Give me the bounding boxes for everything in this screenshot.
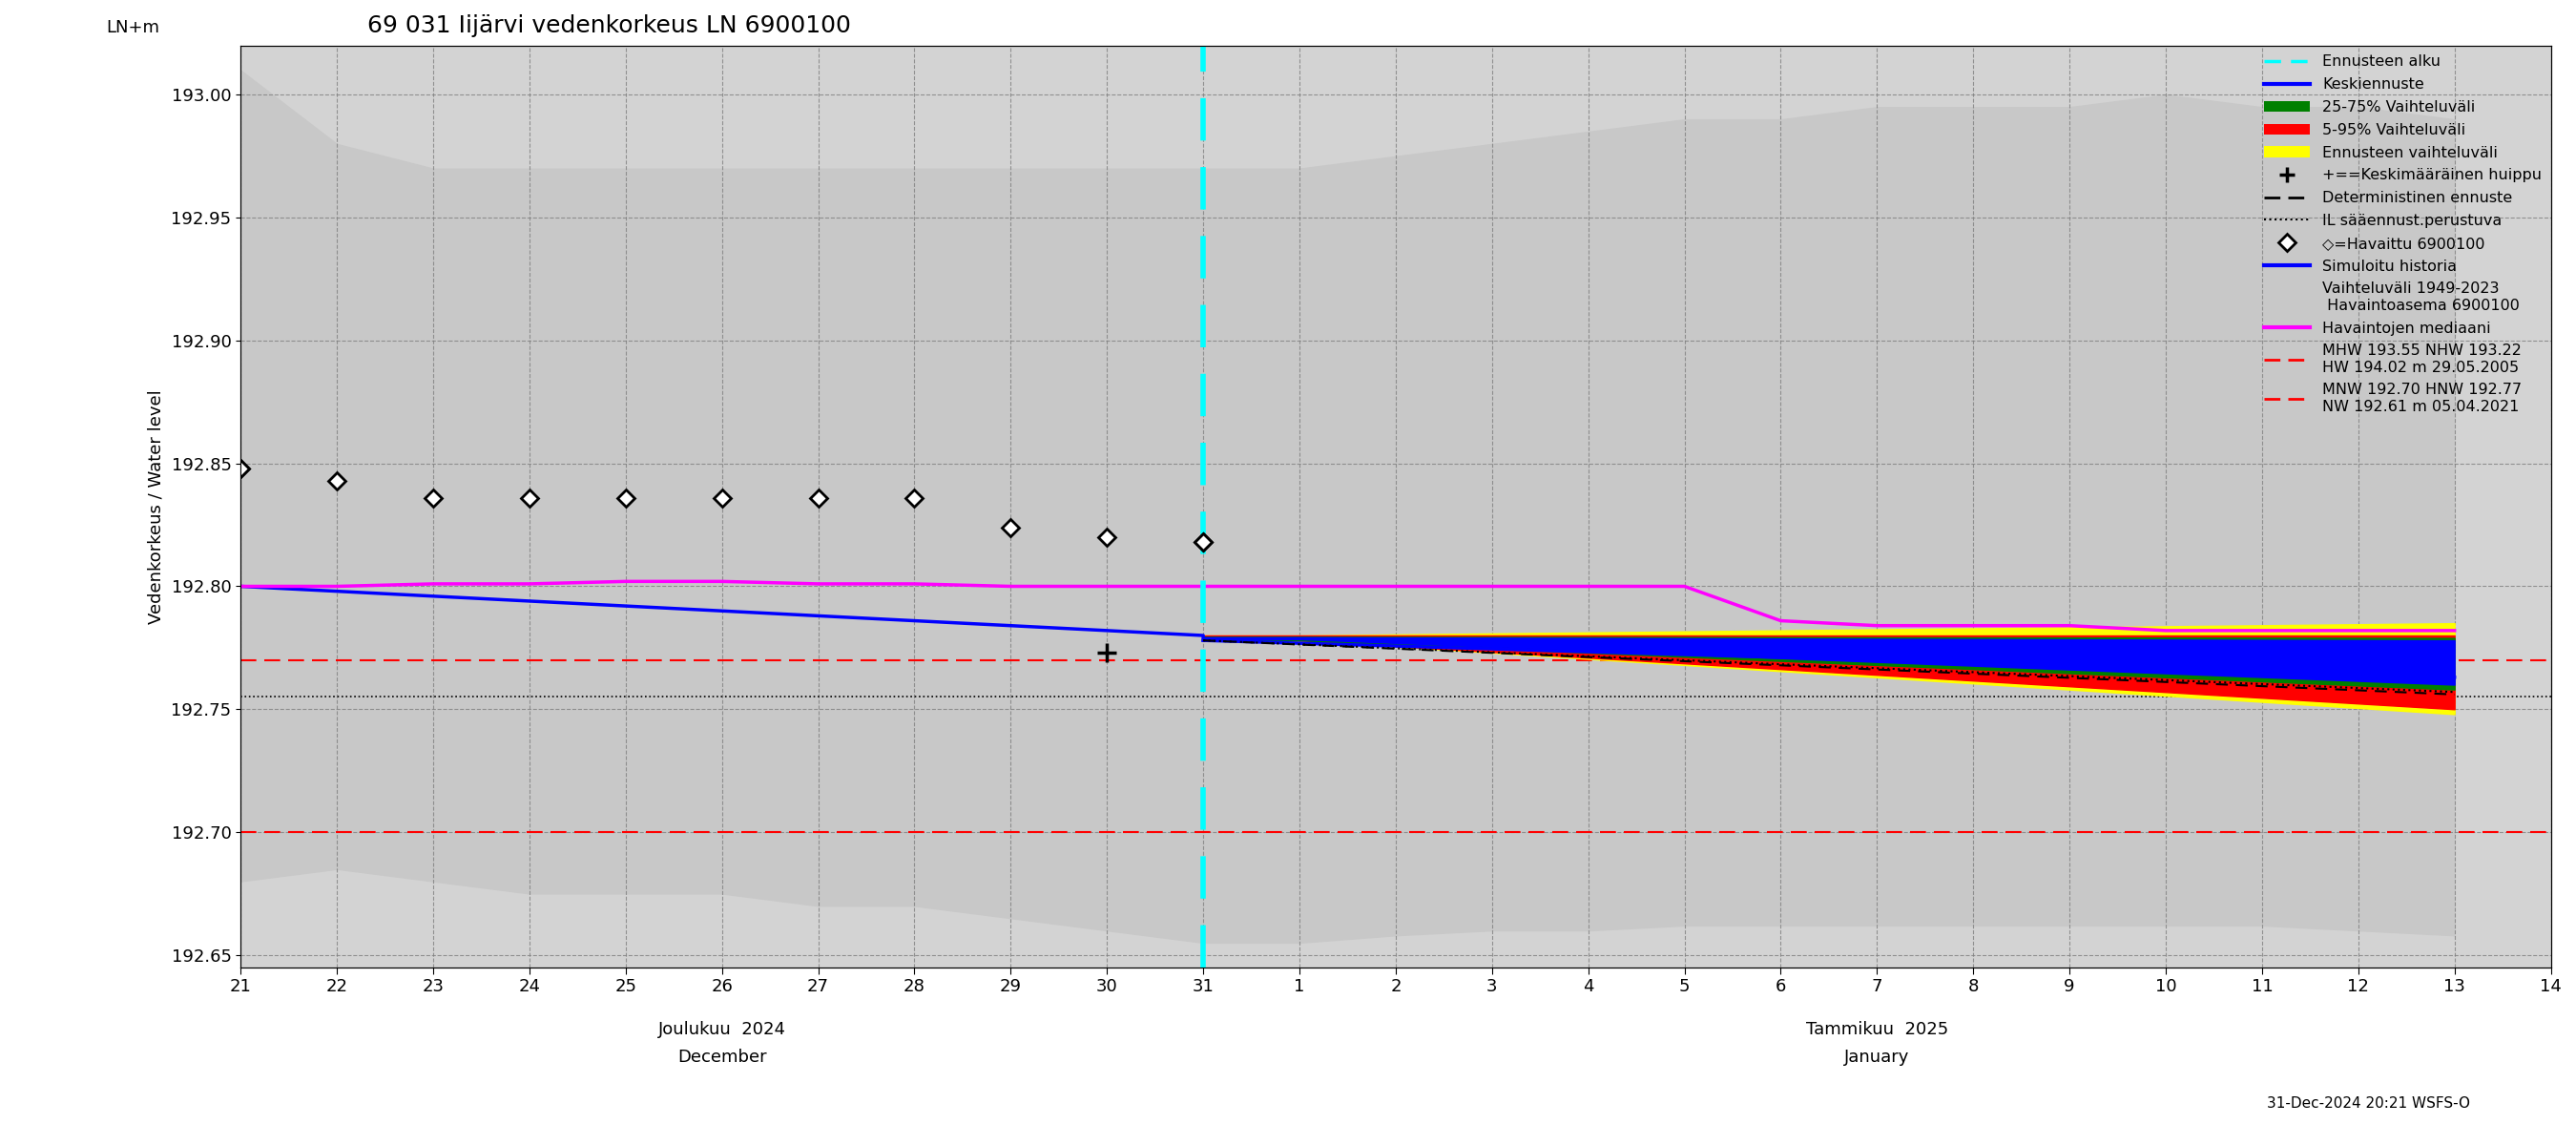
Text: Tammikuu  2025: Tammikuu 2025: [1806, 1021, 1947, 1039]
Legend: Ennusteen alku, Keskiennuste, 25-75% Vaihteluväli, 5-95% Vaihteluväli, Ennusteen: Ennusteen alku, Keskiennuste, 25-75% Vai…: [2259, 49, 2548, 420]
Text: January: January: [1844, 1049, 1909, 1066]
Text: 69 031 Iijärvi vedenkorkeus LN 6900100: 69 031 Iijärvi vedenkorkeus LN 6900100: [368, 14, 850, 37]
Text: LN+m: LN+m: [106, 19, 160, 37]
Text: Joulukuu  2024: Joulukuu 2024: [657, 1021, 786, 1039]
Y-axis label: Vedenkorkeus / Water level: Vedenkorkeus / Water level: [147, 389, 165, 624]
Text: 31-Dec-2024 20:21 WSFS-O: 31-Dec-2024 20:21 WSFS-O: [2267, 1097, 2470, 1111]
Text: December: December: [677, 1049, 768, 1066]
